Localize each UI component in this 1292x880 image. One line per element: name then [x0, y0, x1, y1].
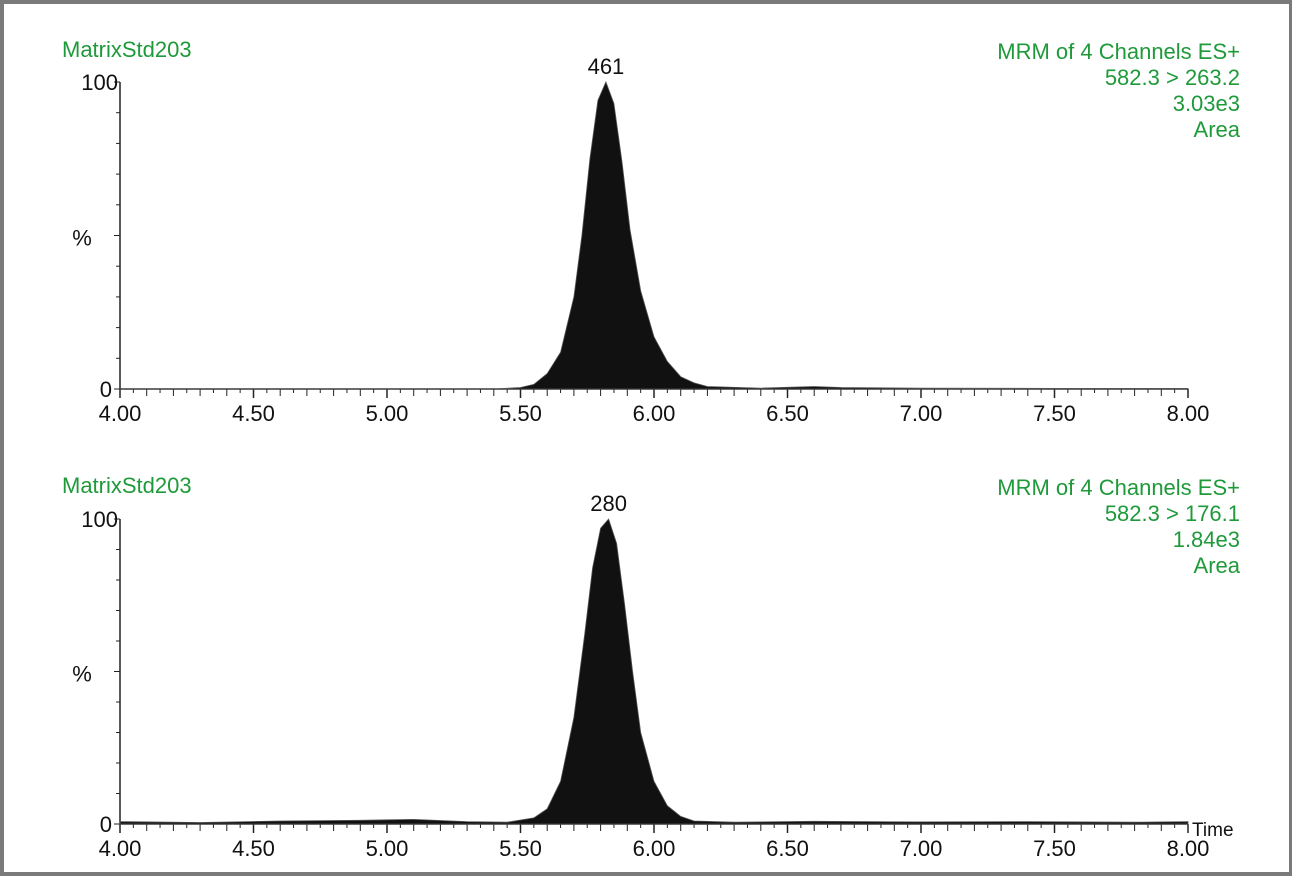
sample-name: MatrixStd203 [62, 37, 192, 62]
y-tick-label: 0 [100, 377, 112, 402]
x-tick-label: 5.50 [499, 401, 542, 426]
header-line: Area [1194, 117, 1241, 142]
y-tick-label: 0 [100, 812, 112, 837]
header-line: MRM of 4 Channels ES+ [997, 39, 1240, 64]
x-tick-label: 7.00 [900, 836, 943, 861]
x-tick-label: 8.00 [1167, 836, 1210, 861]
y-axis-label: % [72, 662, 92, 687]
x-tick-label: 7.50 [1033, 401, 1076, 426]
x-tick-label: 7.50 [1033, 836, 1076, 861]
x-tick-label: 6.50 [766, 836, 809, 861]
x-tick-label: 7.00 [900, 401, 943, 426]
y-tick-label: 100 [81, 70, 118, 95]
header-line: 582.3 > 263.2 [1105, 65, 1240, 90]
header-line: 3.03e3 [1173, 91, 1240, 116]
header-line: 1.84e3 [1173, 527, 1240, 552]
header-line: 582.3 > 176.1 [1105, 501, 1240, 526]
chromatogram-svg: MatrixStd203 MRM of 4 Channels ES+582.3 >… [62, 37, 1241, 861]
y-axis-label: % [72, 226, 92, 251]
x-tick-label: 6.00 [633, 836, 676, 861]
x-tick-label: 6.00 [633, 401, 676, 426]
x-tick-label: 5.00 [366, 836, 409, 861]
header-line: Area [1194, 553, 1241, 578]
x-tick-label: 4.50 [232, 836, 275, 861]
chart-panel-2: MatrixStd203 MRM of 4 Channels ES+582.3 >… [62, 473, 1241, 861]
sample-name: MatrixStd203 [62, 473, 192, 498]
header-line: MRM of 4 Channels ES+ [997, 475, 1240, 500]
x-tick-label: 4.00 [99, 401, 142, 426]
x-tick-label: 8.00 [1167, 401, 1210, 426]
peak-label: 461 [588, 54, 625, 79]
chromatogram-trace [119, 518, 1189, 825]
y-tick-label: 100 [81, 507, 118, 532]
x-tick-label: 5.00 [366, 401, 409, 426]
x-tick-label: 4.00 [99, 836, 142, 861]
x-tick-label: 5.50 [499, 836, 542, 861]
chromatogram-trace [120, 80, 1189, 390]
peak-label: 280 [590, 491, 627, 516]
x-axis-label: Time [1192, 820, 1234, 841]
x-tick-label: 4.50 [232, 401, 275, 426]
chart-panel-1: MatrixStd203 MRM of 4 Channels ES+582.3 >… [62, 37, 1241, 426]
x-tick-label: 6.50 [766, 401, 809, 426]
